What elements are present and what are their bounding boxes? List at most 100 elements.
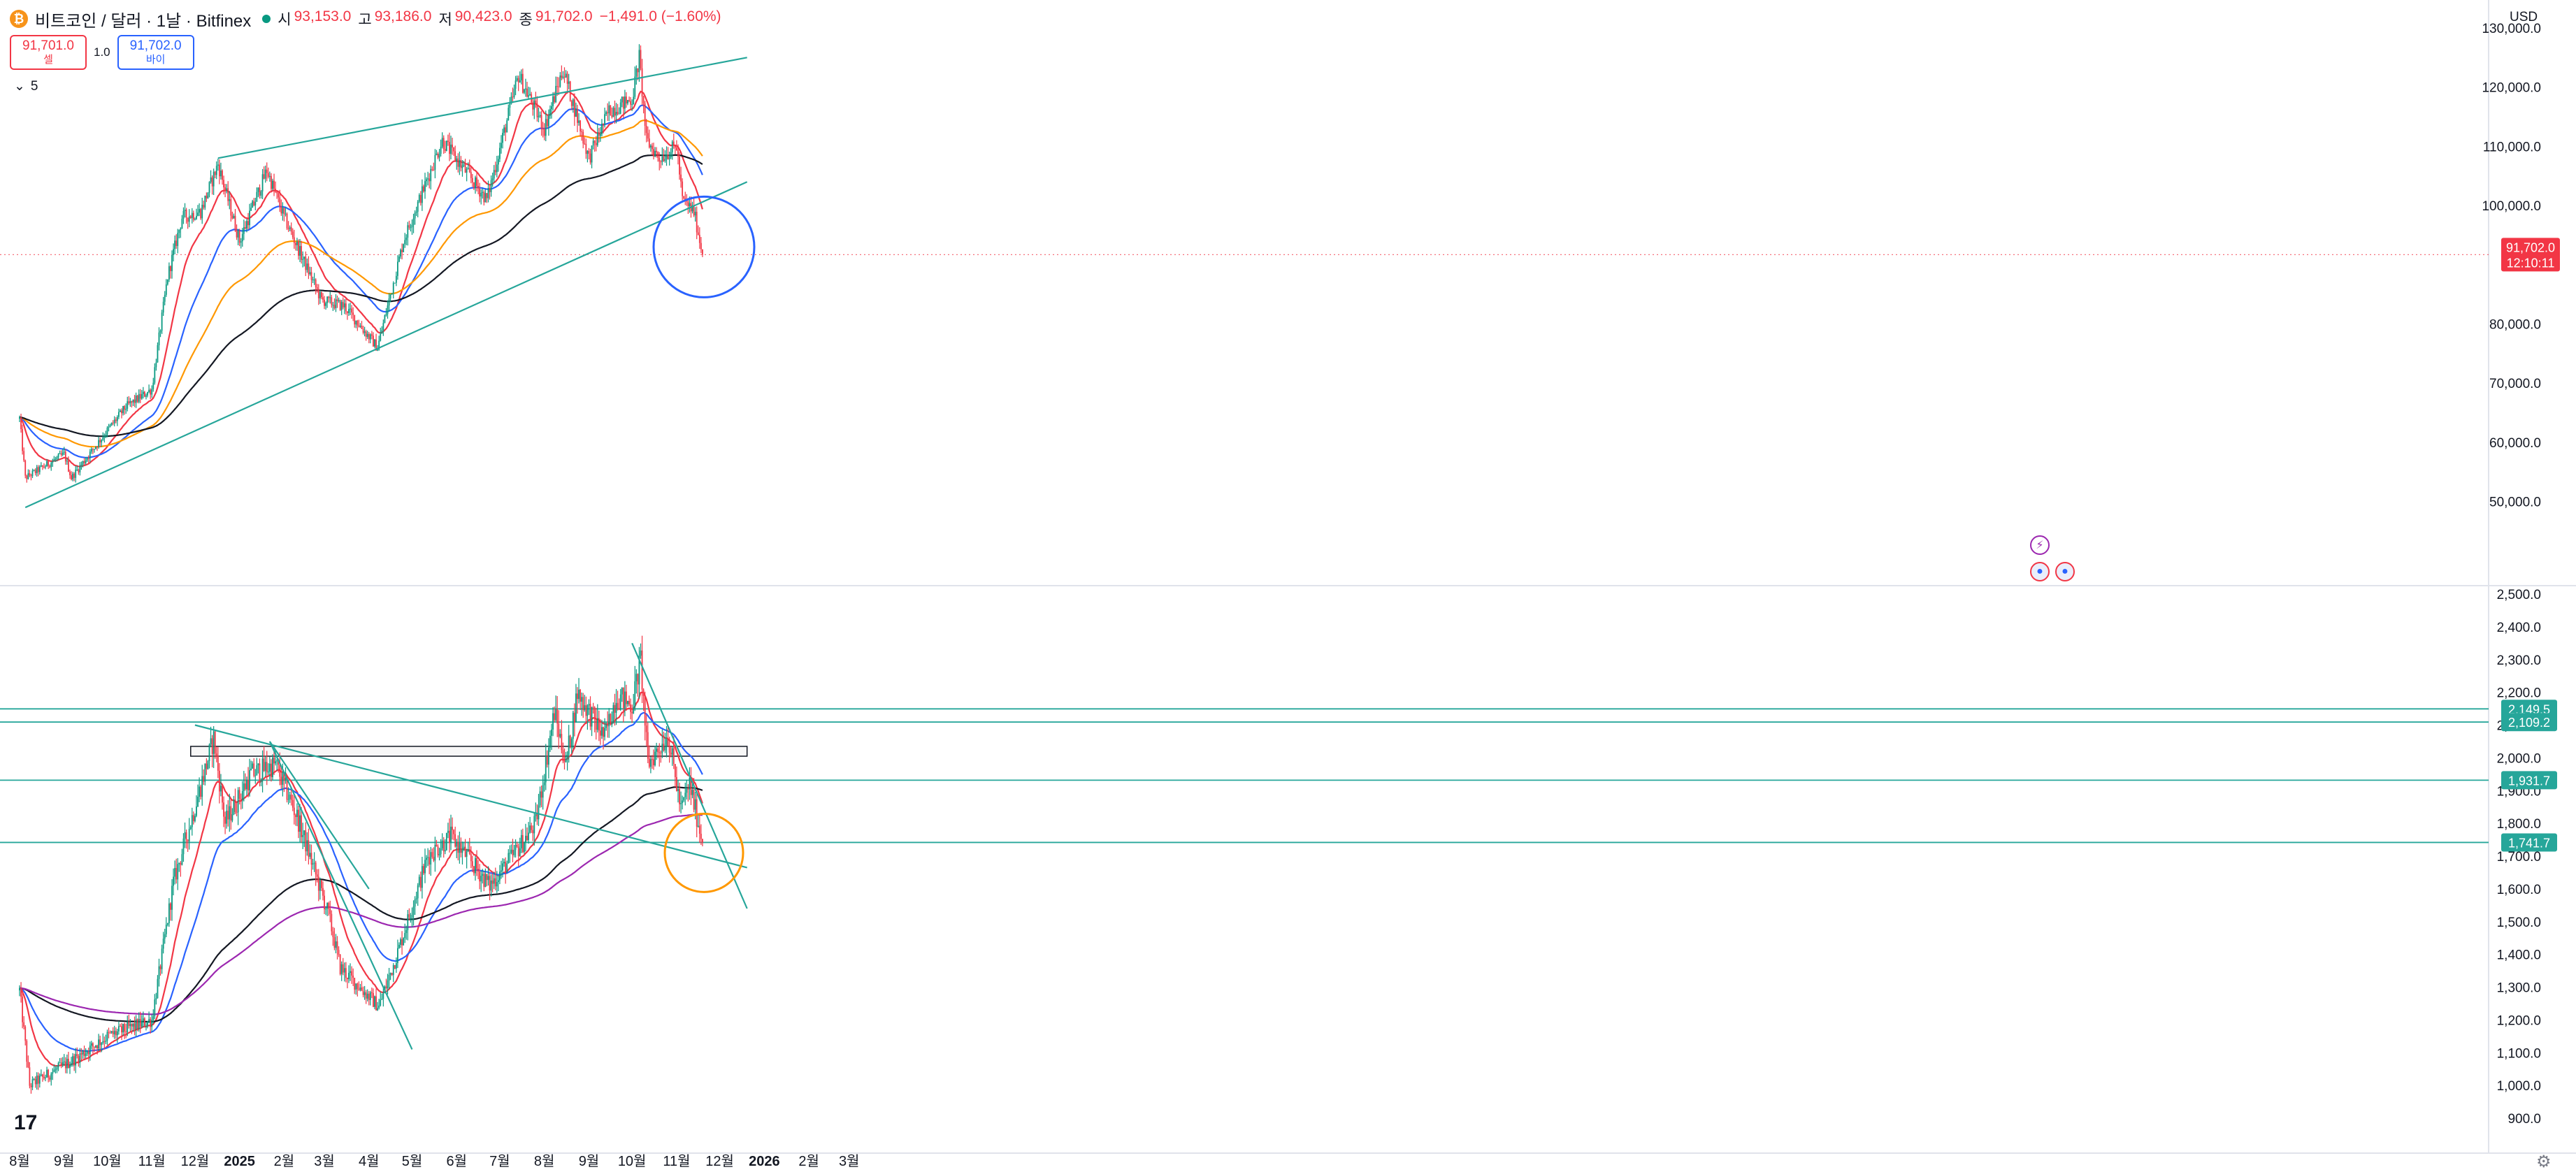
candle-body bbox=[20, 987, 22, 997]
candle-body bbox=[438, 154, 440, 158]
candle-body bbox=[477, 869, 479, 871]
candle-body bbox=[649, 759, 652, 767]
candle-body bbox=[115, 419, 117, 421]
candle-body bbox=[49, 1077, 51, 1080]
candle-body bbox=[607, 724, 609, 727]
candle-body bbox=[670, 152, 672, 158]
candle-body bbox=[610, 714, 612, 725]
settings-icon[interactable]: ⚙ bbox=[2536, 1152, 2552, 1171]
candle-body bbox=[134, 399, 136, 403]
candle-body bbox=[592, 140, 594, 146]
sell-button[interactable]: 91,701.0 셀 bbox=[10, 35, 87, 70]
symbol-title[interactable]: 비트코인 / 달러 · 1날 · Bitfinex bbox=[35, 11, 252, 31]
candle-body bbox=[257, 763, 259, 765]
candle-body bbox=[38, 466, 41, 472]
candle-body bbox=[484, 193, 487, 203]
candle-body bbox=[72, 473, 73, 479]
candle-body bbox=[369, 334, 371, 340]
candle-body bbox=[271, 175, 272, 189]
candle-body bbox=[647, 133, 649, 139]
candle-body bbox=[591, 707, 593, 727]
candle-body bbox=[177, 233, 179, 246]
candle-body bbox=[513, 89, 515, 98]
candle-body bbox=[290, 795, 292, 800]
candle-body bbox=[580, 689, 582, 702]
candle-body bbox=[656, 150, 658, 152]
candle-body bbox=[466, 851, 468, 857]
candle-body bbox=[298, 241, 299, 256]
candle-body bbox=[85, 460, 87, 463]
candle-body bbox=[259, 763, 261, 782]
candle-body bbox=[585, 143, 587, 154]
candle-body bbox=[168, 266, 170, 280]
candle-body bbox=[665, 154, 668, 159]
candle-body bbox=[329, 297, 331, 298]
candle-body bbox=[627, 100, 628, 103]
ema-100-line bbox=[19, 120, 703, 448]
y-tick-label: 2,300.0 bbox=[2497, 653, 2541, 668]
candle-body bbox=[243, 783, 245, 792]
candle-body bbox=[110, 422, 113, 426]
candle-body bbox=[152, 382, 154, 389]
candle-body bbox=[230, 199, 232, 216]
candle-body bbox=[471, 861, 473, 867]
candle-body bbox=[460, 160, 462, 168]
tradingview-logo[interactable]: 17 bbox=[14, 1111, 38, 1134]
candle-body bbox=[113, 1031, 115, 1034]
candle-body bbox=[98, 1039, 100, 1049]
candle-body bbox=[276, 191, 278, 194]
annotations[interactable] bbox=[652, 195, 756, 893]
candle-body bbox=[60, 453, 62, 455]
candle-body bbox=[308, 263, 310, 275]
candle-body bbox=[332, 931, 334, 937]
candle-body bbox=[82, 461, 84, 465]
candle-body bbox=[615, 112, 617, 116]
indicators-toggle[interactable]: ⌄ 5 bbox=[14, 78, 38, 94]
candle-body bbox=[663, 156, 665, 161]
candle-body bbox=[109, 425, 111, 427]
buy-button[interactable]: 91,702.0 바이 bbox=[117, 35, 194, 70]
candle-body bbox=[570, 738, 573, 748]
candle-body bbox=[431, 852, 433, 857]
candle-body bbox=[237, 230, 239, 238]
candle-body bbox=[30, 1085, 32, 1087]
candle-body bbox=[170, 903, 171, 910]
candle-body bbox=[116, 417, 118, 421]
candle-body bbox=[293, 237, 295, 243]
candle-body bbox=[92, 1043, 94, 1047]
trendlines[interactable] bbox=[24, 57, 748, 1050]
candle-body bbox=[683, 797, 685, 801]
candle-body bbox=[489, 876, 491, 891]
candle-body bbox=[173, 876, 174, 886]
candle-body bbox=[210, 738, 212, 745]
us-flag-event-icon[interactable]: ● bbox=[2055, 562, 2075, 581]
candle-body bbox=[275, 189, 276, 192]
candle-body bbox=[112, 1031, 114, 1034]
candle-body bbox=[442, 138, 445, 150]
level-price-label: 1,931.7 bbox=[2508, 774, 2550, 788]
candle-body bbox=[189, 216, 192, 218]
currency-selector[interactable]: USD bbox=[2510, 10, 2538, 24]
candle-body bbox=[635, 68, 638, 77]
candle-body bbox=[483, 874, 485, 888]
candle-body bbox=[101, 440, 103, 443]
candle-body bbox=[121, 1026, 122, 1033]
event-bolt-icon[interactable]: ⚡ bbox=[2030, 535, 2050, 555]
candle-body bbox=[57, 1062, 59, 1068]
candle-body bbox=[501, 143, 502, 148]
candle-body bbox=[68, 1059, 69, 1068]
trendline bbox=[217, 57, 747, 159]
candle-body bbox=[687, 788, 689, 790]
candle-body bbox=[31, 470, 34, 477]
candle-body bbox=[612, 108, 614, 117]
us-flag-event-icon[interactable]: ● bbox=[2030, 562, 2050, 581]
candle-body bbox=[135, 396, 137, 403]
candle-body bbox=[319, 880, 321, 891]
candle-body bbox=[220, 786, 222, 792]
candle-body bbox=[400, 249, 401, 257]
candle-body bbox=[464, 846, 466, 857]
candle-body bbox=[573, 99, 575, 117]
candle-body bbox=[562, 750, 564, 762]
